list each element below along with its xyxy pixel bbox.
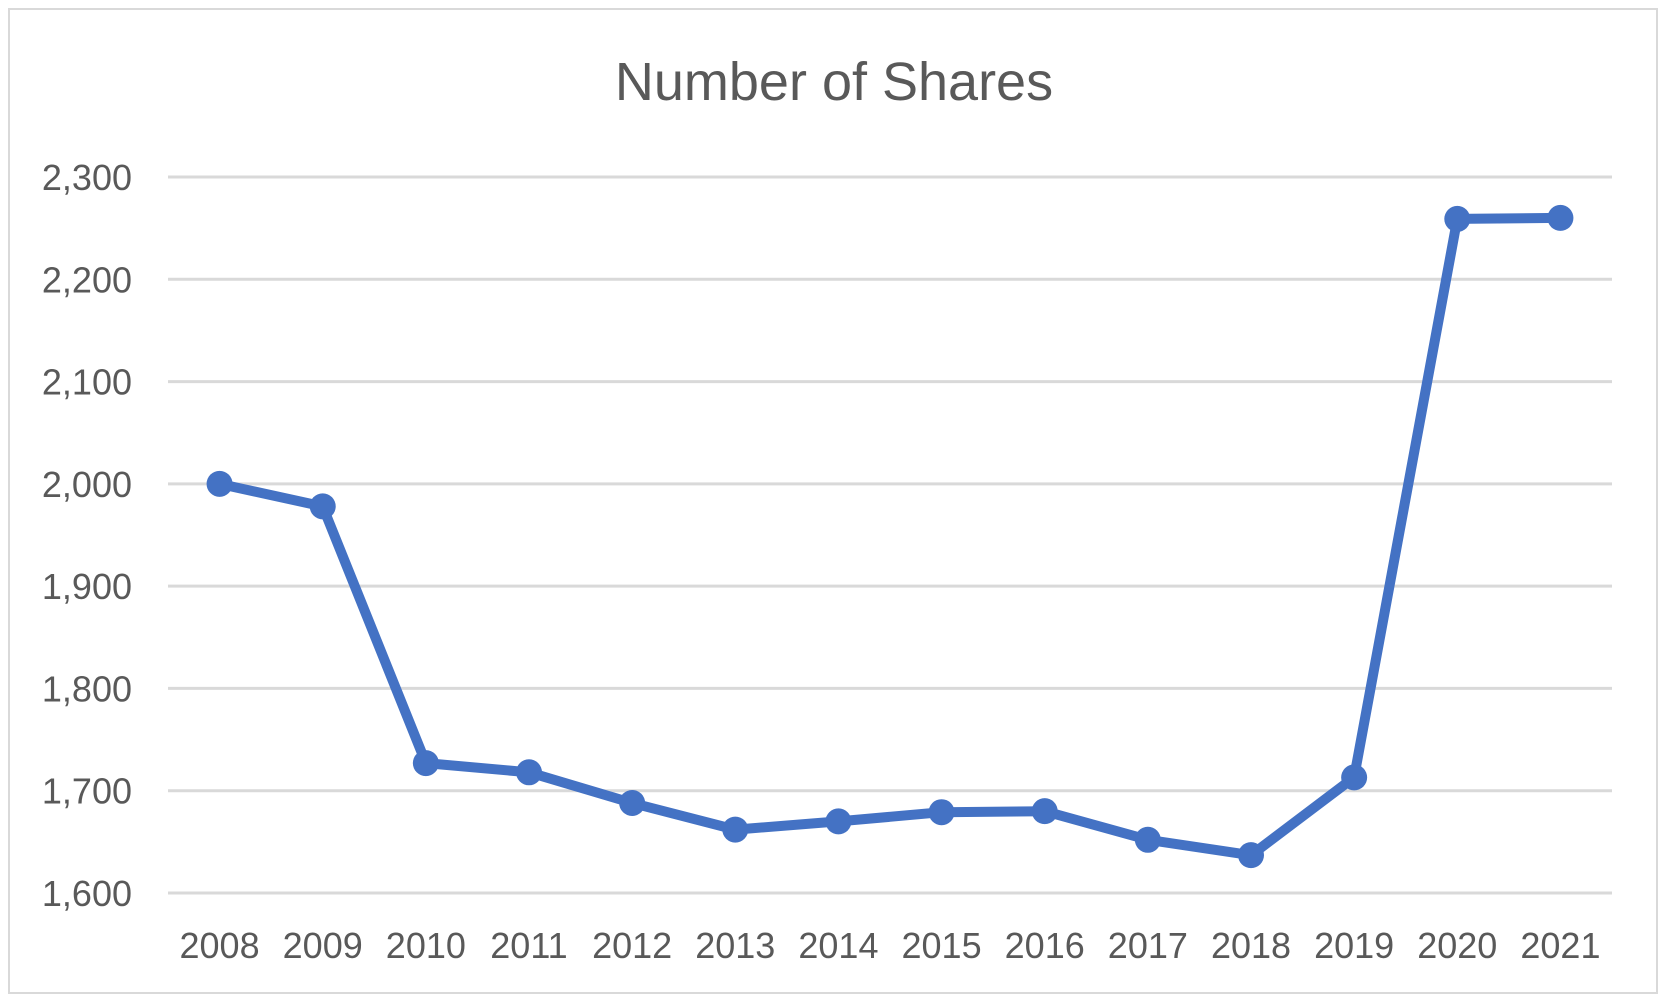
x-tick-label: 2020 xyxy=(1417,925,1497,966)
y-tick-label: 2,200 xyxy=(42,259,132,300)
y-tick-label: 1,700 xyxy=(42,771,132,812)
y-tick-label: 2,100 xyxy=(42,362,132,403)
y-axis-ticks: 1,600 1,700 1,800 1,900 2,000 2,100 2,200 2,300 xyxy=(42,157,132,914)
x-tick-label: 2013 xyxy=(695,925,775,966)
x-tick-label: 2015 xyxy=(902,925,982,966)
x-tick-label: 2008 xyxy=(180,925,260,966)
data-point xyxy=(1341,764,1368,791)
x-tick-label: 2019 xyxy=(1314,925,1394,966)
x-tick-label: 2009 xyxy=(283,925,363,966)
data-point xyxy=(516,759,542,786)
x-axis-ticks: 2008 2009 2010 2011 2012 2013 2014 2015 2016 2017… xyxy=(180,925,1601,966)
x-tick-label: 2010 xyxy=(386,925,466,966)
x-tick-label: 2018 xyxy=(1211,925,1291,966)
data-point xyxy=(1238,842,1264,869)
data-point xyxy=(722,816,749,843)
y-tick-label: 2,300 xyxy=(42,157,132,198)
series-layer xyxy=(206,204,1574,869)
x-tick-label: 2016 xyxy=(1005,925,1085,966)
chart-title: Number of Shares xyxy=(615,52,1053,112)
data-point xyxy=(206,470,233,497)
x-tick-label: 2011 xyxy=(490,925,567,966)
data-point xyxy=(1031,798,1058,825)
data-point xyxy=(309,493,336,520)
data-point xyxy=(1134,826,1161,853)
x-tick-label: 2012 xyxy=(592,925,672,966)
x-tick-label: 2017 xyxy=(1108,925,1188,966)
x-tick-label: 2014 xyxy=(798,925,878,966)
x-tick-label: 2021 xyxy=(1520,925,1600,966)
y-tick-label: 1,600 xyxy=(42,873,132,914)
data-point xyxy=(1444,205,1471,232)
data-point xyxy=(412,750,439,777)
data-point xyxy=(1547,204,1574,231)
y-tick-label: 1,800 xyxy=(42,668,132,709)
series-line xyxy=(214,212,1566,861)
y-tick-label: 2,000 xyxy=(42,464,132,505)
gridlines xyxy=(168,175,1612,895)
data-point xyxy=(928,799,955,826)
y-tick-label: 1,900 xyxy=(42,566,132,607)
data-point xyxy=(619,789,646,816)
data-point xyxy=(825,808,852,835)
